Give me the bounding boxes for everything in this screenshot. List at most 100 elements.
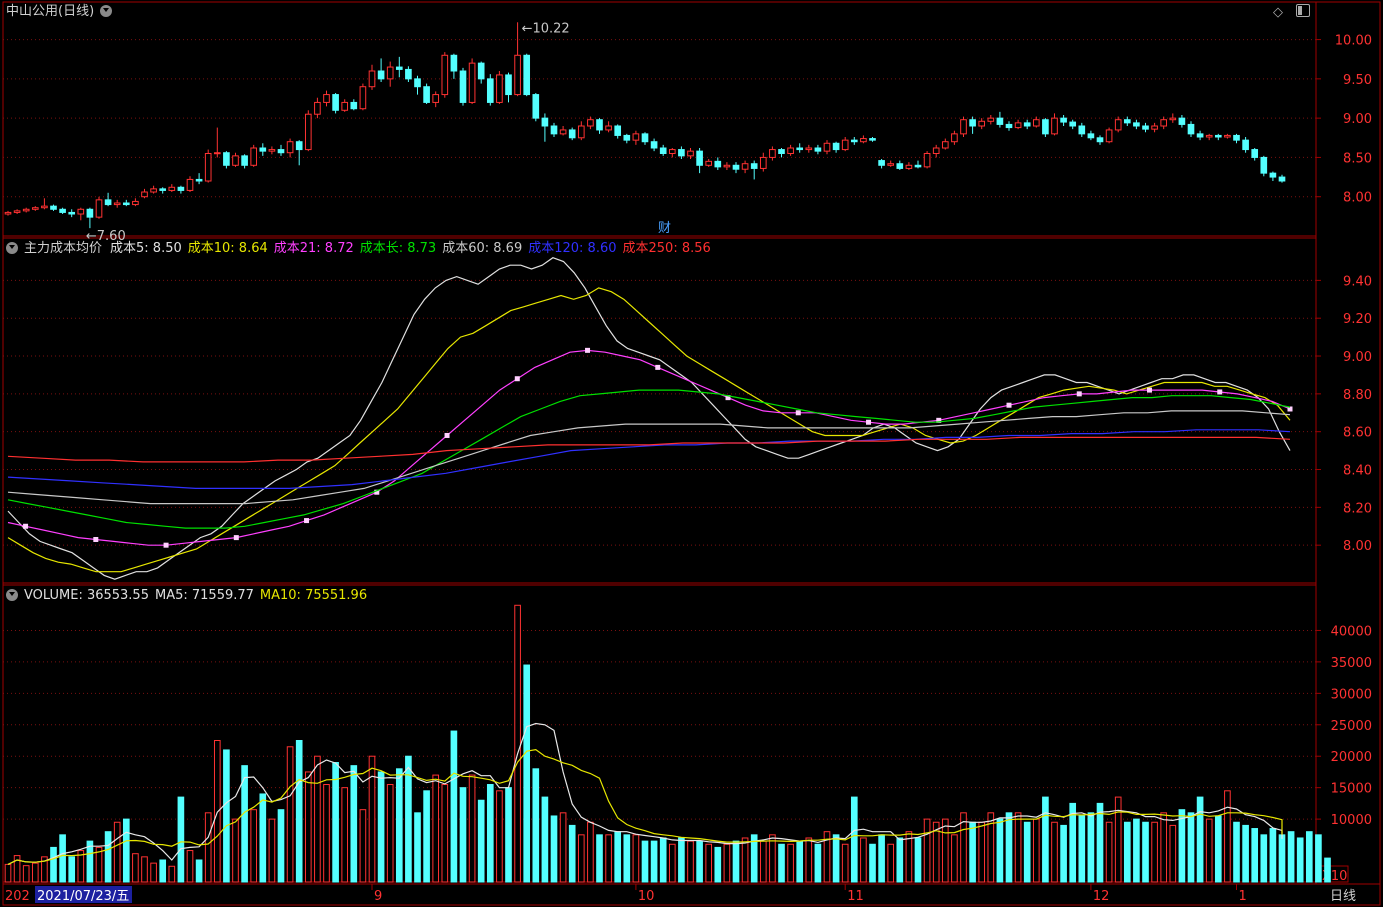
chevron-down-icon[interactable] bbox=[6, 242, 18, 254]
volume-bar-48 bbox=[441, 784, 449, 883]
volume-tick-2: 30000 bbox=[1331, 687, 1372, 702]
volume-bar-17 bbox=[159, 859, 167, 883]
candle-body-11 bbox=[104, 199, 112, 206]
volume-bar-128 bbox=[1169, 824, 1177, 883]
volume-bar-136 bbox=[1242, 824, 1249, 883]
chevron-down-icon[interactable] bbox=[100, 5, 113, 17]
volume-bar-118 bbox=[1078, 815, 1086, 883]
candle-body-19 bbox=[177, 186, 185, 191]
cost21-marker-17 bbox=[304, 518, 310, 524]
candle-body-86 bbox=[787, 147, 794, 154]
volume-bar-145 bbox=[1324, 857, 1331, 883]
volume-bar-59 bbox=[541, 796, 549, 883]
candle-body-2 bbox=[22, 208, 30, 212]
volume-bar-74 bbox=[678, 837, 685, 883]
cost21-marker-9 bbox=[163, 542, 169, 548]
chevron-down-icon[interactable] bbox=[6, 589, 18, 601]
candle-body-39 bbox=[359, 86, 367, 110]
cost21-marker-57 bbox=[1006, 402, 1012, 408]
volume-bar-102 bbox=[932, 821, 940, 883]
volume-bar-57 bbox=[523, 664, 531, 883]
volume-bar-67 bbox=[614, 831, 622, 883]
volume-bar-21 bbox=[195, 859, 203, 883]
volume-bar-47 bbox=[432, 774, 440, 883]
volume-bar-121 bbox=[1105, 821, 1113, 883]
volume-bar-140 bbox=[1278, 834, 1286, 883]
volume-bar-130 bbox=[1187, 812, 1195, 883]
candle-body-97 bbox=[887, 163, 895, 166]
candle-body-134 bbox=[1224, 134, 1231, 138]
cost-tick-1: 9.20 bbox=[1343, 312, 1372, 327]
cost-tick-2: 9.00 bbox=[1343, 350, 1372, 365]
volume-bar-3 bbox=[31, 862, 39, 883]
volume-bar-20 bbox=[186, 850, 194, 883]
cost-legend-5: 成本120: 8.60 bbox=[528, 241, 617, 256]
volume-bar-137 bbox=[1251, 828, 1259, 883]
candle-body-40 bbox=[368, 70, 376, 88]
cursor-date-box bbox=[35, 886, 132, 903]
candle-body-37 bbox=[341, 101, 349, 111]
cost-tick-3: 8.80 bbox=[1343, 388, 1372, 403]
volume-bar-77 bbox=[705, 843, 713, 883]
price-header: 中山公用(日线) bbox=[6, 4, 118, 20]
volume-bar-55 bbox=[505, 787, 512, 883]
cost21-marker-29 bbox=[514, 376, 520, 382]
cost21-marker-65 bbox=[1147, 387, 1153, 393]
volume-bar-100 bbox=[914, 837, 922, 883]
volume-bar-32 bbox=[295, 740, 303, 883]
price-tick-0: 10.00 bbox=[1335, 34, 1372, 49]
diamond-icon[interactable]: ◇ bbox=[1273, 5, 1283, 20]
candle-body-111 bbox=[1014, 122, 1022, 129]
volume-bar-75 bbox=[687, 840, 694, 883]
volume-bar-120 bbox=[1096, 802, 1104, 883]
volume-bar-39 bbox=[359, 809, 367, 883]
volume-bar-86 bbox=[787, 843, 794, 883]
candle-body-5 bbox=[50, 205, 57, 210]
candle-body-14 bbox=[132, 200, 139, 206]
volume-bar-90 bbox=[823, 831, 831, 883]
volume-bar-79 bbox=[723, 843, 731, 883]
volume-bar-138 bbox=[1260, 834, 1268, 883]
candle-body-46 bbox=[423, 86, 430, 103]
volume-bar-143 bbox=[1305, 831, 1313, 883]
candle-body-22 bbox=[204, 153, 212, 182]
xaxis-month-0: 9 bbox=[374, 889, 382, 904]
candle-body-89 bbox=[814, 147, 822, 152]
volume-bar-38 bbox=[350, 765, 358, 883]
candle-body-77 bbox=[705, 160, 713, 166]
candle-body-25 bbox=[232, 155, 239, 166]
volume-ma10-line bbox=[7, 748, 1283, 865]
volume-bar-18 bbox=[168, 865, 176, 883]
candle-body-58 bbox=[532, 94, 540, 119]
volume-bar-1 bbox=[13, 855, 21, 883]
volume-bar-113 bbox=[1032, 818, 1040, 883]
candle-body-10 bbox=[95, 199, 103, 218]
cost-line-3 bbox=[7, 389, 1291, 529]
candle-body-129 bbox=[1178, 117, 1186, 125]
candle-body-110 bbox=[1005, 123, 1013, 129]
cost21-marker-33 bbox=[585, 347, 591, 353]
volume-bar-83 bbox=[759, 840, 767, 883]
volume-bar-127 bbox=[1160, 812, 1168, 883]
volume-header: VOLUME: 36553.55 MA5: 71559.77 MA10: 75551… bbox=[6, 588, 379, 604]
volume-bar-41 bbox=[377, 771, 385, 883]
cost-tick-7: 8.00 bbox=[1343, 539, 1372, 554]
volume-bar-40 bbox=[368, 755, 376, 883]
volume-bar-9 bbox=[86, 840, 94, 883]
volume-tick-5: 15000 bbox=[1331, 782, 1372, 797]
volume-bar-76 bbox=[696, 840, 703, 883]
cost21-marker-61 bbox=[1076, 391, 1082, 397]
candle-body-98 bbox=[896, 163, 904, 169]
window-toggle-icon[interactable] bbox=[1296, 4, 1310, 17]
candle-body-49 bbox=[450, 54, 458, 72]
candle-body-82 bbox=[750, 163, 758, 169]
volume-bar-125 bbox=[1142, 821, 1149, 883]
volume-bar-22 bbox=[204, 812, 212, 883]
candle-body-138 bbox=[1260, 156, 1268, 174]
volume-bar-72 bbox=[659, 837, 667, 883]
candle-body-48 bbox=[441, 54, 449, 96]
volume-bar-62 bbox=[568, 824, 576, 883]
volume-bar-7 bbox=[68, 856, 76, 883]
panel-frame-1 bbox=[2, 237, 1317, 584]
